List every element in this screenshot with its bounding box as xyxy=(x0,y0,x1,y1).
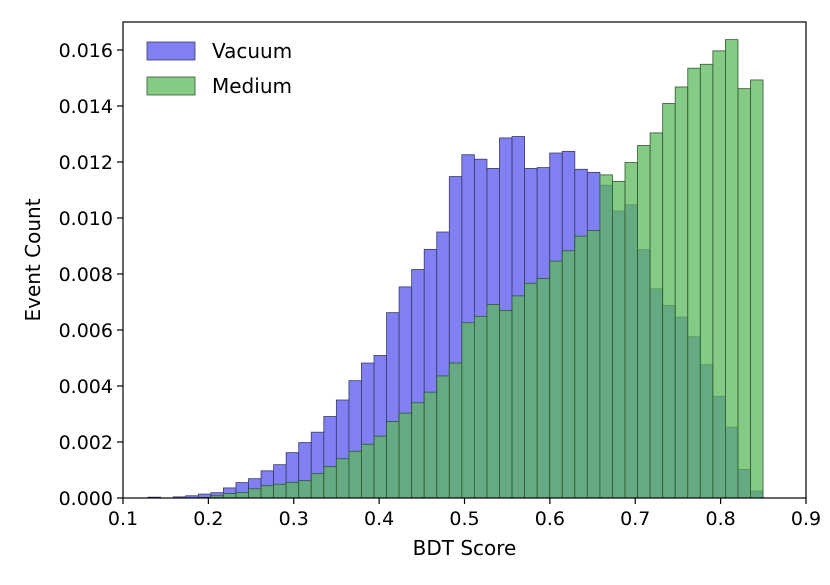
y-axis: 0.000 0.002 0.004 0.006 0.008 0.010 0.012 0.014… xyxy=(59,40,123,510)
y-tick-label: 0.002 xyxy=(59,432,113,454)
y-tick-label: 0.008 xyxy=(59,264,113,286)
bar-medium xyxy=(335,458,350,499)
series-medium xyxy=(197,39,764,499)
bar-medium xyxy=(524,282,538,499)
x-tick-label: 0.3 xyxy=(279,508,309,530)
bar-medium xyxy=(649,132,664,499)
y-tick-label: 0.004 xyxy=(59,376,113,398)
bar-medium xyxy=(386,421,400,499)
bar-medium xyxy=(222,493,237,499)
legend-swatch-medium xyxy=(146,76,196,96)
bar-medium xyxy=(310,473,325,499)
bar-medium xyxy=(285,481,300,499)
bar-medium xyxy=(699,63,714,499)
x-axis-label: BDT Score xyxy=(413,536,517,560)
bar-medium xyxy=(624,162,638,499)
bar-medium xyxy=(235,492,249,499)
bar-medium xyxy=(599,174,613,499)
bar-medium xyxy=(549,260,563,499)
y-tick-label: 0.010 xyxy=(59,208,113,230)
bar-medium xyxy=(273,483,287,499)
bar-medium xyxy=(361,443,375,499)
y-tick-label: 0.016 xyxy=(59,40,113,62)
bar-medium xyxy=(499,309,513,499)
x-tick-label: 0.5 xyxy=(449,508,479,530)
bar-medium xyxy=(398,412,413,499)
bar-medium xyxy=(612,180,626,499)
bar-medium xyxy=(712,50,726,499)
bar-medium xyxy=(448,362,463,499)
x-tick-label: 0.1 xyxy=(108,508,138,530)
y-axis-label: Event Count xyxy=(21,198,45,321)
bar-medium xyxy=(737,88,751,499)
y-tick-label: 0.000 xyxy=(59,488,113,510)
legend: Vacuum Medium xyxy=(146,39,292,98)
bar-medium xyxy=(637,145,651,499)
bar-medium xyxy=(750,79,764,499)
bar-medium xyxy=(561,250,576,499)
y-tick-label: 0.006 xyxy=(59,320,113,342)
bar-medium xyxy=(260,485,274,499)
legend-label-vacuum: Vacuum xyxy=(212,39,292,63)
bar-medium xyxy=(725,39,739,499)
bar-medium xyxy=(423,391,438,499)
x-tick-label: 0.8 xyxy=(706,508,736,530)
x-tick-label: 0.7 xyxy=(620,508,650,530)
y-tick-label: 0.014 xyxy=(59,96,113,118)
x-tick-label: 0.2 xyxy=(193,508,223,530)
bar-medium xyxy=(348,450,362,499)
bar-medium xyxy=(323,466,337,499)
bar-medium xyxy=(298,480,312,499)
x-tick-label: 0.4 xyxy=(364,508,394,530)
y-tick-label: 0.012 xyxy=(59,152,113,174)
bar-medium xyxy=(461,322,475,499)
bar-medium xyxy=(687,67,701,499)
bar-medium xyxy=(511,295,525,499)
bar-medium xyxy=(373,435,387,499)
x-tick-label: 0.9 xyxy=(791,508,821,530)
bar-medium xyxy=(662,103,676,499)
bar-medium xyxy=(248,488,262,499)
bar-medium xyxy=(586,230,601,499)
bar-medium xyxy=(674,86,689,499)
bars-layer xyxy=(147,39,764,499)
x-axis: 0.1 0.2 0.3 0.4 0.5 0.6 0.7 0.8 0.9 xyxy=(108,498,821,530)
bar-medium xyxy=(436,375,450,499)
bar-medium xyxy=(473,315,488,499)
legend-label-medium: Medium xyxy=(212,74,292,98)
x-tick-label: 0.6 xyxy=(535,508,565,530)
bar-medium xyxy=(536,278,551,499)
legend-swatch-vacuum xyxy=(146,41,196,61)
bar-medium xyxy=(486,304,500,499)
bar-medium xyxy=(574,235,588,499)
bar-medium xyxy=(411,402,425,499)
